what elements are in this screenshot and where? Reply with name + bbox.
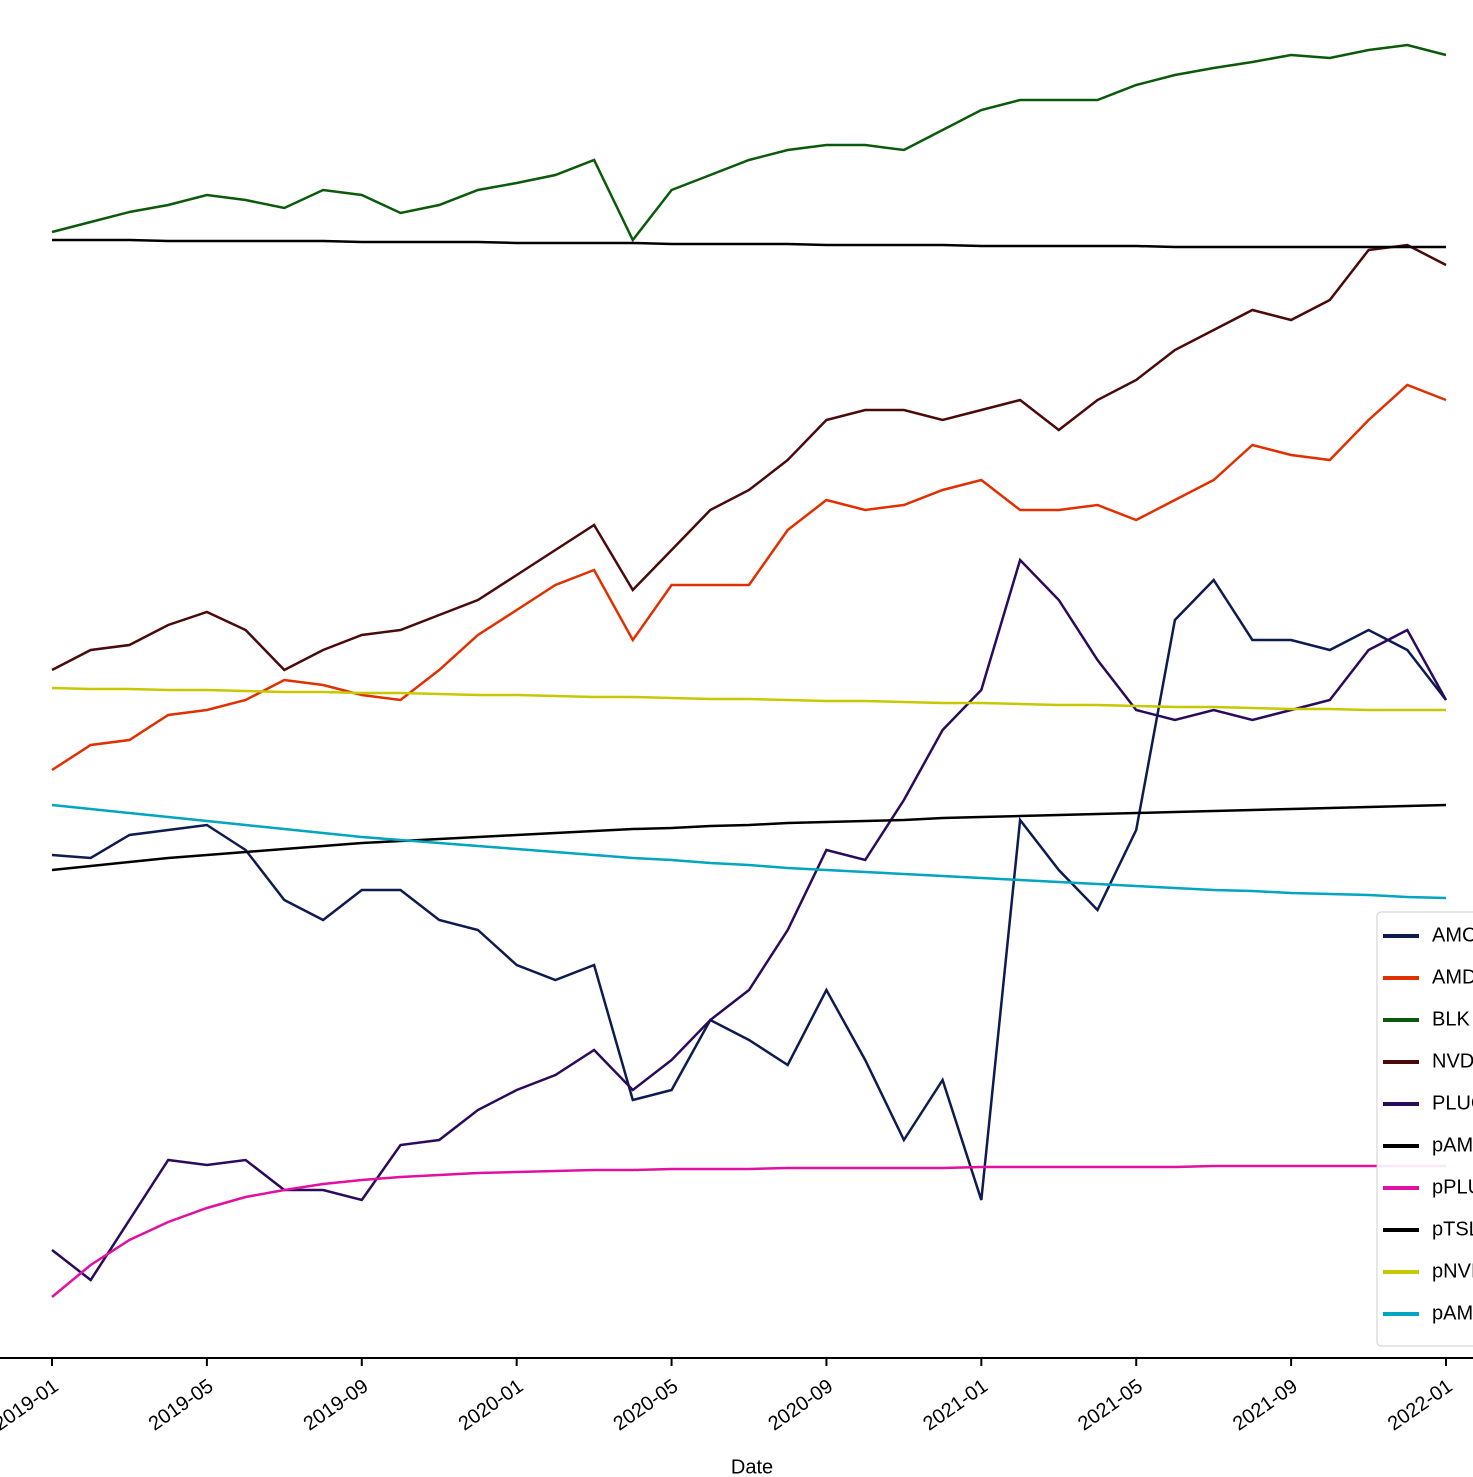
series-line [52,238,1446,249]
series-line [51,557,1448,1282]
x-tick-label: 2022-01 [1384,1375,1457,1435]
x-tick-label: 2021-05 [1074,1375,1147,1435]
series-line [51,686,1446,712]
x-tick-label: 2019-09 [300,1375,373,1435]
x-tick-label: 2020-01 [455,1375,528,1435]
legend-label: NVD [1432,1050,1473,1072]
legend-label: pNVI [1432,1260,1473,1282]
series-line [51,803,1447,872]
legend-label: AMC [1432,924,1473,946]
legend-label: pAM [1432,1134,1473,1156]
series-line [51,43,1447,243]
legend: AMC AMD BLK NVD PLUG pAM pPLU pTSL pNVI pAM [1376,911,1473,1347]
legend-label: PLUG [1432,1092,1473,1114]
legend-label: pAM [1432,1302,1473,1324]
series-line [51,578,1447,1201]
series-line [51,383,1447,772]
series-line [51,1164,1446,1298]
x-axis-label: Date [731,1456,773,1477]
x-tick-label: 2019-01 [0,1375,63,1435]
x-tick-label: 2019-05 [145,1375,218,1435]
legend-label: BLK [1432,1008,1470,1030]
legend-label: pTSL [1432,1218,1473,1240]
x-tick-label: 2021-09 [1229,1375,1302,1435]
series-line [51,243,1447,672]
legend-label: AMD [1432,966,1473,988]
legend-label: pPLU [1432,1176,1473,1198]
x-tick-label: 2020-05 [609,1375,682,1435]
series-line [51,803,1447,900]
x-tick-label: 2020-09 [764,1375,837,1435]
x-tick-label: 2021-01 [919,1375,992,1435]
